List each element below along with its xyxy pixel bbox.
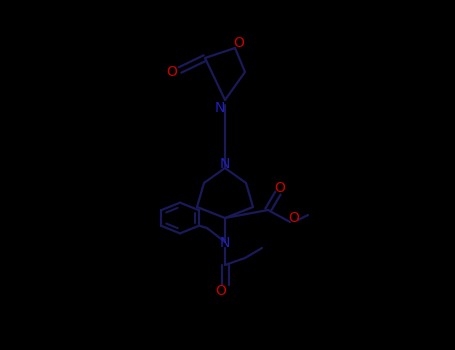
Text: N: N [215,101,225,115]
Text: O: O [233,36,244,50]
Text: N: N [220,157,230,171]
Text: O: O [167,65,177,79]
Text: O: O [288,211,299,225]
Text: O: O [274,181,285,195]
Text: O: O [216,284,227,298]
Text: N: N [220,236,230,250]
